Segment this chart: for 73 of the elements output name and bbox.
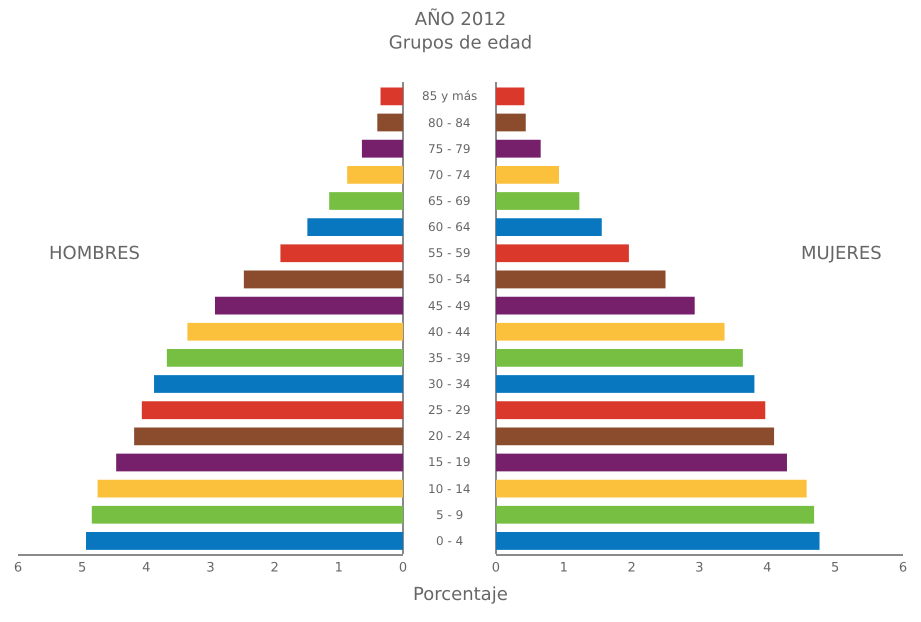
bar [496, 322, 725, 341]
y-tick-label: 25 - 29 [428, 403, 470, 417]
y-tick-label: 60 - 64 [428, 220, 470, 234]
x-tick-label: 2 [627, 560, 636, 576]
bar [496, 140, 541, 158]
bar [116, 454, 403, 472]
bar [496, 218, 602, 236]
bar [496, 270, 666, 288]
y-tick-label: 85 y más [422, 89, 478, 103]
bar [496, 375, 754, 393]
bar [496, 192, 580, 210]
y-tick-label: 40 - 44 [428, 325, 470, 339]
bar [244, 270, 403, 288]
bar [496, 401, 766, 420]
text: Grupos de edad [388, 32, 532, 54]
x-axis-title: Porcentaje [413, 584, 508, 605]
y-tick-label: 45 - 49 [428, 299, 470, 313]
x-tick-label: 3 [206, 560, 215, 576]
y-tick-label: 20 - 24 [428, 429, 470, 443]
x-tick-label: 4 [142, 560, 150, 576]
bar [154, 375, 403, 393]
x-tick-label: 0 [492, 560, 500, 576]
y-tick-label: 50 - 54 [428, 272, 470, 286]
y-tick-label: 80 - 84 [428, 116, 470, 130]
bar [98, 480, 403, 498]
x-tick-label: 0 [398, 560, 408, 576]
bar [496, 166, 559, 184]
annotation: MUJERES [801, 243, 882, 264]
x-tick-label: 5 [78, 560, 86, 576]
x-tick-label: 2 [270, 560, 279, 576]
bar [377, 114, 403, 132]
bar [496, 480, 807, 498]
bar [280, 244, 403, 262]
y-tick-label: 15 - 19 [428, 455, 470, 469]
bar [362, 140, 403, 158]
bar [496, 348, 743, 367]
bar [496, 427, 774, 446]
bar [496, 87, 524, 106]
bar [92, 506, 403, 524]
bar [496, 532, 820, 550]
bar [166, 348, 403, 367]
bar [496, 296, 695, 314]
x-tick-label: 4 [763, 560, 772, 576]
bar [214, 296, 403, 314]
x-tick-label: 1 [334, 560, 343, 576]
bar [86, 532, 403, 550]
x-tick-label: 6 [14, 560, 22, 576]
x-tick-label: 6 [898, 560, 908, 576]
y-tick-label: 30 - 34 [428, 377, 470, 391]
bar [347, 166, 403, 184]
text: AÑO 2012 [414, 8, 506, 30]
y-tick-label: 35 - 39 [428, 351, 470, 365]
bar [142, 401, 403, 420]
x-tick-label: 5 [831, 560, 840, 576]
y-tick-label: 65 - 69 [428, 194, 470, 208]
bar [496, 506, 814, 524]
y-tick-label: 5 - 9 [436, 508, 464, 522]
y-tick-label: 10 - 14 [428, 482, 470, 496]
bar [187, 322, 403, 341]
y-tick-label: 75 - 79 [428, 142, 470, 156]
bar [329, 192, 403, 210]
bar [496, 244, 629, 262]
x-tick-label: 3 [695, 560, 704, 576]
x-tick-label: 1 [560, 560, 568, 576]
bar [134, 427, 403, 446]
y-tick-label: 55 - 59 [428, 246, 470, 260]
y-tick-label: 0 - 4 [436, 534, 464, 548]
annotation: HOMBRES [49, 243, 140, 264]
bar [307, 218, 403, 236]
bar [380, 87, 403, 106]
bar [496, 454, 787, 472]
y-tick-label: 70 - 74 [428, 168, 470, 182]
bar [496, 114, 526, 132]
